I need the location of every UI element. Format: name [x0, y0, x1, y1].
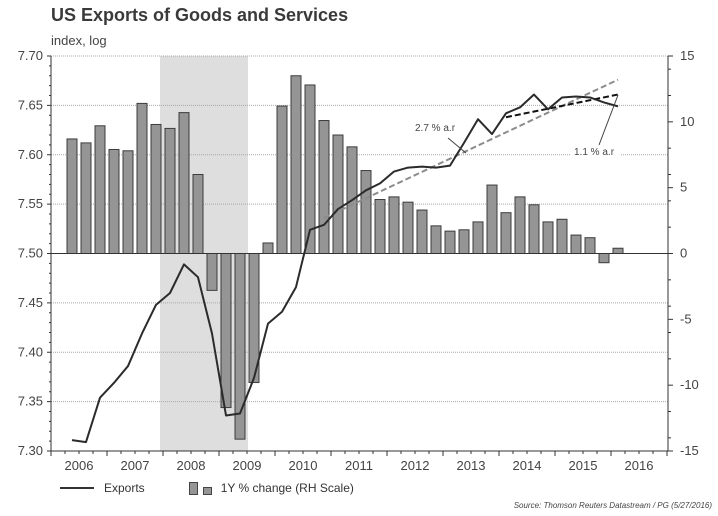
bar-change [220, 253, 232, 409]
chart-title: US Exports of Goods and Services [51, 5, 349, 25]
bar-change [206, 253, 218, 291]
right-tick-label: 10 [680, 114, 694, 129]
bar-change [472, 221, 484, 254]
x-tick-label: 2013 [457, 458, 486, 473]
x-tick-label: 2016 [625, 458, 654, 473]
bar-change [122, 150, 134, 254]
left-tick-label: 7.55 [18, 196, 43, 211]
bar-change [598, 253, 610, 264]
bar-change [402, 201, 414, 254]
trend-label-1-1: 1.1 % a.r [574, 147, 615, 158]
trendline-1-1 [505, 93, 619, 119]
right-tick-label: -10 [680, 377, 699, 392]
legend-line-swatch [60, 487, 94, 489]
bar-change [318, 120, 330, 255]
bar-change [486, 184, 498, 255]
right-tick-label: -15 [680, 443, 699, 458]
bar-change [430, 225, 442, 255]
right-tick-label: 15 [680, 48, 694, 63]
bar-change [542, 221, 554, 254]
chart-subtitle: index, log [51, 33, 107, 48]
bar-change [514, 196, 526, 254]
bar-change [388, 196, 400, 254]
x-tick-label: 2008 [177, 458, 206, 473]
x-tick-label: 2014 [513, 458, 542, 473]
bar-change [444, 230, 456, 255]
bar-change [262, 242, 274, 254]
bar-change [500, 212, 512, 254]
legend: Exports 1Y % change (RH Scale) [60, 481, 354, 495]
x-tick-label: 2007 [121, 458, 150, 473]
bar-change [458, 229, 470, 255]
x-tick-label: 2015 [569, 458, 598, 473]
bar-change [360, 170, 372, 254]
trendline-2-7 [323, 78, 619, 219]
bar-change [192, 174, 204, 254]
x-tick-label: 2011 [345, 458, 373, 473]
trend-label-1-1-leader [598, 94, 619, 146]
legend-bar-swatch-short [202, 486, 212, 495]
right-tick-label: -5 [680, 311, 692, 326]
x-tick-label: 2012 [401, 458, 430, 473]
bar-change [556, 218, 568, 254]
left-tick-label: 7.40 [18, 344, 43, 359]
x-tick-label: 2009 [233, 458, 262, 473]
bar-change [570, 234, 582, 254]
bar-change [66, 138, 78, 254]
bar-change [332, 134, 344, 254]
legend-exports-label: Exports [104, 481, 145, 495]
x-tick-label: 2010 [289, 458, 318, 473]
left-tick-label: 7.30 [18, 443, 43, 458]
left-tick-label: 7.60 [18, 147, 43, 162]
right-tick-label: 5 [680, 180, 687, 195]
source-note: Source: Thomson Reuters Datastream / PG … [513, 501, 712, 510]
bar-change [178, 112, 190, 254]
bar-change [136, 102, 148, 255]
left-tick-label: 7.70 [18, 48, 43, 63]
trend-label-2-7: 2.7 % a.r [415, 123, 456, 134]
bar-change [164, 127, 176, 255]
trend-label-2-7-leader [447, 137, 467, 154]
bar-change [612, 247, 624, 255]
bar-change [290, 75, 302, 254]
trend-label-1-1-bg [571, 144, 621, 158]
left-tick-label: 7.35 [18, 394, 43, 409]
bar-change [94, 125, 106, 254]
bar-change [150, 123, 162, 255]
bar-change [584, 237, 596, 254]
bar-change [416, 209, 428, 255]
bar-change [80, 142, 92, 254]
legend-change-label: 1Y % change (RH Scale) [220, 481, 354, 495]
left-tick-label: 7.50 [18, 246, 43, 261]
bar-change [108, 148, 120, 255]
bar-change [528, 204, 540, 255]
left-tick-label: 7.65 [18, 97, 43, 112]
bar-change [374, 199, 386, 254]
exports-line [71, 93, 619, 444]
x-tick-label: 2006 [65, 458, 94, 473]
left-tick-label: 7.45 [18, 295, 43, 310]
bar-change [276, 105, 288, 254]
legend-bar-swatch-tall [188, 481, 198, 495]
right-tick-label: 0 [680, 246, 687, 261]
